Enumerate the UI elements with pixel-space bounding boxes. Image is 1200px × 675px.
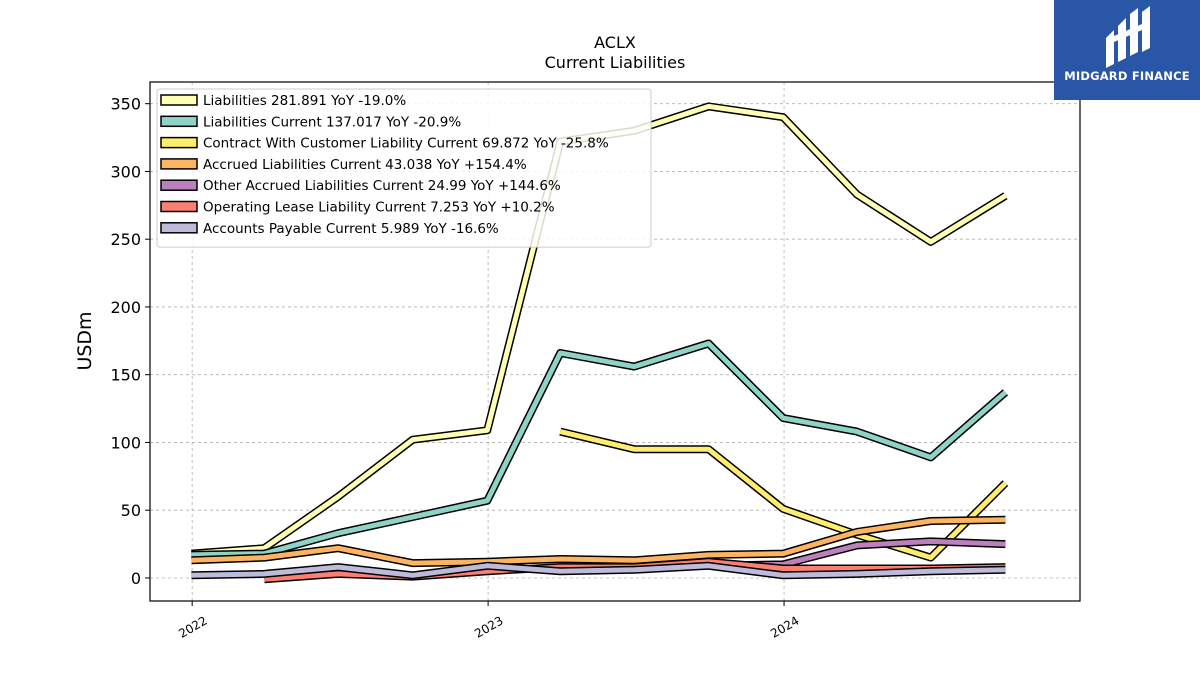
legend-entry: Accounts Payable Current 5.989 YoY -16.6… — [203, 221, 499, 237]
series-line — [559, 429, 1008, 561]
chart-title: ACLX — [594, 33, 636, 52]
y-tick-label: 150 — [110, 366, 141, 385]
y-tick-label: 0 — [131, 569, 141, 588]
legend-swatch — [160, 222, 198, 234]
legend-box — [156, 88, 652, 248]
brand-logo: MIDGARD FINANCE — [1054, 0, 1200, 100]
legend-entry: Other Accrued Liabilities Current 24.99 … — [203, 178, 561, 194]
y-tick-label: 200 — [110, 298, 141, 317]
brand-logo-icon — [1106, 6, 1150, 68]
legend-swatch — [160, 136, 198, 149]
legend-entry: Contract With Customer Liability Current… — [203, 136, 609, 152]
series-line — [191, 341, 1008, 558]
legend-entry: Operating Lease Liability Current 7.253 … — [203, 200, 555, 216]
legend-swatch — [160, 200, 198, 213]
plot-frame — [149, 81, 1081, 602]
series-line-outline — [191, 339, 1009, 559]
x-tick-label: 2024 — [768, 613, 801, 640]
series-line — [191, 517, 1006, 566]
x-tick-label: 2023 — [472, 613, 505, 640]
legend-swatch — [160, 115, 198, 128]
legend-entry: Accrued Liabilities Current 43.038 YoY +… — [203, 157, 527, 173]
legend-entry: Liabilities Current 137.017 YoY -20.9% — [203, 114, 461, 130]
y-tick-label: 300 — [110, 162, 141, 181]
y-tick-label: 250 — [110, 230, 141, 249]
legend-swatch — [160, 94, 198, 106]
y-tick-label: 100 — [110, 433, 141, 452]
y-tick-label: 50 — [121, 501, 141, 520]
legend-swatch — [160, 158, 198, 170]
legend-entry: Liabilities 281.891 YoY -19.0% — [203, 93, 406, 109]
y-axis-label: USDm — [74, 311, 96, 370]
series-line — [191, 563, 1006, 578]
legend-swatch — [160, 179, 198, 191]
x-tick-label: 2022 — [176, 613, 209, 640]
y-tick-label: 350 — [110, 95, 141, 114]
brand-name: MIDGARD FINANCE — [1064, 69, 1190, 83]
chart-subtitle: Current Liabilities — [545, 53, 686, 72]
legend: Liabilities 281.891 YoY -19.0% Liabilitie… — [156, 88, 652, 248]
series-layer — [191, 102, 1009, 584]
